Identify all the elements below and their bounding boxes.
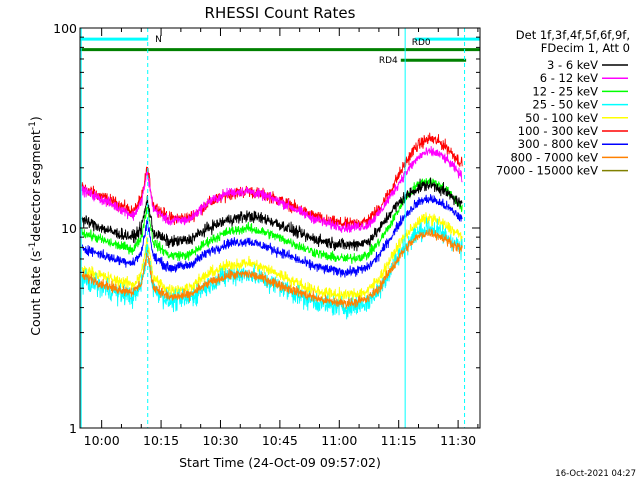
x-tick-label-6: 11:30 [440, 433, 476, 448]
series-line-4 [81, 194, 463, 278]
y-axis-label-sup2: -1 [28, 121, 38, 130]
legend-entry-label-3: 25 - 50 keV [532, 98, 598, 112]
x-tick-label-5: 11:15 [381, 433, 417, 448]
axes: 10:00 10:15 10:30 10:45 11:00 11:15 11:30 1 10 10… [53, 21, 481, 448]
y-axis-label: Count Rate (s-1detector segment-1) [28, 116, 43, 336]
x-tick-label-1: 10:15 [143, 433, 179, 448]
legend: Det 1f,3f,4f,5f,6f,9f, FDecim 1, Att 0 3… [496, 28, 630, 178]
x-tick-label-0: 10:00 [84, 433, 120, 448]
legend-header-line-2: FDecim 1, Att 0 [541, 41, 630, 55]
y-axis-label-sup: -1 [28, 242, 38, 251]
legend-entry-label-5: 100 - 300 keV [518, 124, 598, 138]
series-line-7 [81, 228, 463, 310]
annotation-label-0: N [155, 35, 162, 45]
chart-title: RHESSI Count Rates [205, 4, 356, 22]
x-tick-label-2: 10:30 [202, 433, 238, 448]
y-axis-label-end: ) [28, 116, 43, 121]
annotation-label-2: RD0 [412, 38, 431, 48]
annotation-label-3: RD4 [379, 56, 398, 66]
legend-header-line-1: Det 1f,3f,4f,5f,6f,9f, [516, 28, 630, 42]
y-tick-label-2: 100 [53, 21, 77, 36]
y-axis-label-part2: detector segment [28, 130, 43, 242]
plot-area [81, 132, 463, 320]
legend-entry-label-4: 50 - 100 keV [525, 111, 598, 125]
legend-entry-label-2: 12 - 25 keV [532, 84, 598, 98]
y-tick-label-0: 1 [69, 421, 77, 436]
legend-entry-label-7: 800 - 7000 keV [510, 150, 598, 164]
legend-entry-label-8: 7000 - 15000 keV [496, 164, 598, 178]
generation-timestamp: 16-Oct-2021 04:27 [555, 469, 636, 479]
x-tick-label-3: 10:45 [262, 433, 298, 448]
x-axis-label: Start Time (24-Oct-09 09:57:02) [179, 455, 381, 470]
series-line-3 [81, 177, 463, 252]
legend-entry-label-6: 300 - 800 keV [518, 137, 598, 151]
series-line-2 [81, 177, 463, 264]
series-line-1 [81, 146, 463, 233]
legend-entry-label-1: 6 - 12 keV [540, 71, 598, 85]
legend-entry-label-0: 3 - 6 keV [547, 58, 598, 72]
y-tick-label-1: 10 [61, 221, 77, 236]
y-axis-label-part: Count Rate (s [28, 251, 43, 336]
x-tick-label-4: 11:00 [321, 433, 357, 448]
series-line-5 [81, 212, 463, 303]
